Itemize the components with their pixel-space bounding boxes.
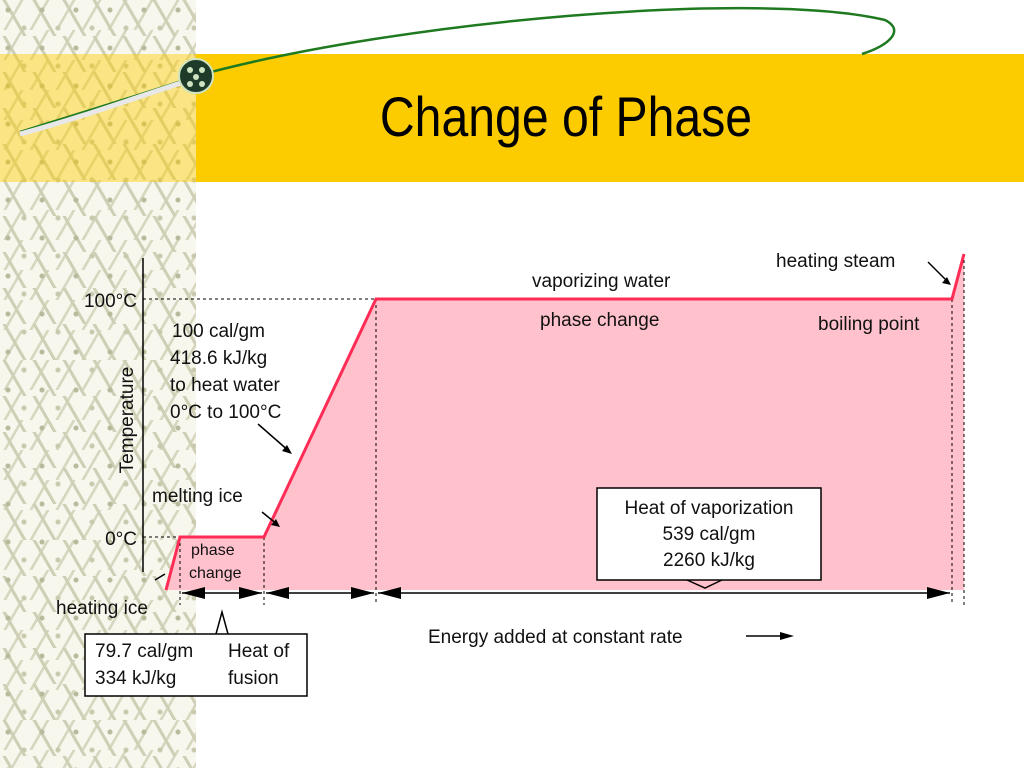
fusion-line-1: 79.7 cal/gm (95, 641, 193, 662)
heating-steam-label: heating steam (776, 251, 895, 272)
heat-water-line-1: 100 cal/gm (172, 321, 265, 342)
energy-axis-label: Energy added at constant rate (428, 627, 683, 648)
fusion-line-4: fusion (228, 668, 279, 689)
steam-pointer-head (942, 277, 951, 285)
title-band-left (0, 54, 196, 182)
phase-small-label-1: phase (191, 542, 235, 559)
heat-water-line-4: 0°C to 100°C (170, 402, 281, 423)
vaporization-line-3: 2260 kJ/kg (663, 550, 755, 571)
phase-change-label: phase change (540, 310, 659, 331)
vaporization-line-1: Heat of vaporization (625, 498, 794, 519)
guide-lines (143, 254, 965, 605)
heating-ice-label: heating ice (56, 598, 148, 619)
slide-title: Change of Phase (379, 85, 753, 148)
heat-water-line-2: 418.6 kJ/kg (170, 348, 267, 369)
heating-curve (164, 253, 966, 591)
tick-0c: 0°C (105, 529, 137, 550)
fusion-line-2: 334 kJ/kg (95, 668, 176, 689)
energy-area-fill (166, 254, 964, 590)
title-band (196, 54, 1024, 182)
boiling-point-label: boiling point (818, 314, 920, 335)
vaporizing-water-label: vaporizing water (532, 271, 671, 292)
fusion-box (84, 633, 308, 697)
pointer-lines (154, 261, 949, 637)
melting-ice-label: melting ice (152, 486, 243, 507)
vaporization-line-2: 539 cal/gm (663, 524, 756, 545)
tick-100c: 100°C (84, 291, 137, 312)
fusion-line-3: Heat of (228, 641, 290, 662)
globe-icon (178, 58, 214, 94)
phase-small-label-2: change (189, 565, 242, 582)
y-axis-label: Temperature (117, 367, 138, 474)
heat-water-line-3: to heat water (170, 375, 281, 396)
energy-arrow-head (780, 632, 794, 640)
vaporization-box (596, 487, 822, 581)
arrow-heads (182, 587, 950, 599)
melting-pointer-head (271, 519, 280, 527)
water-pointer-head (282, 445, 292, 454)
